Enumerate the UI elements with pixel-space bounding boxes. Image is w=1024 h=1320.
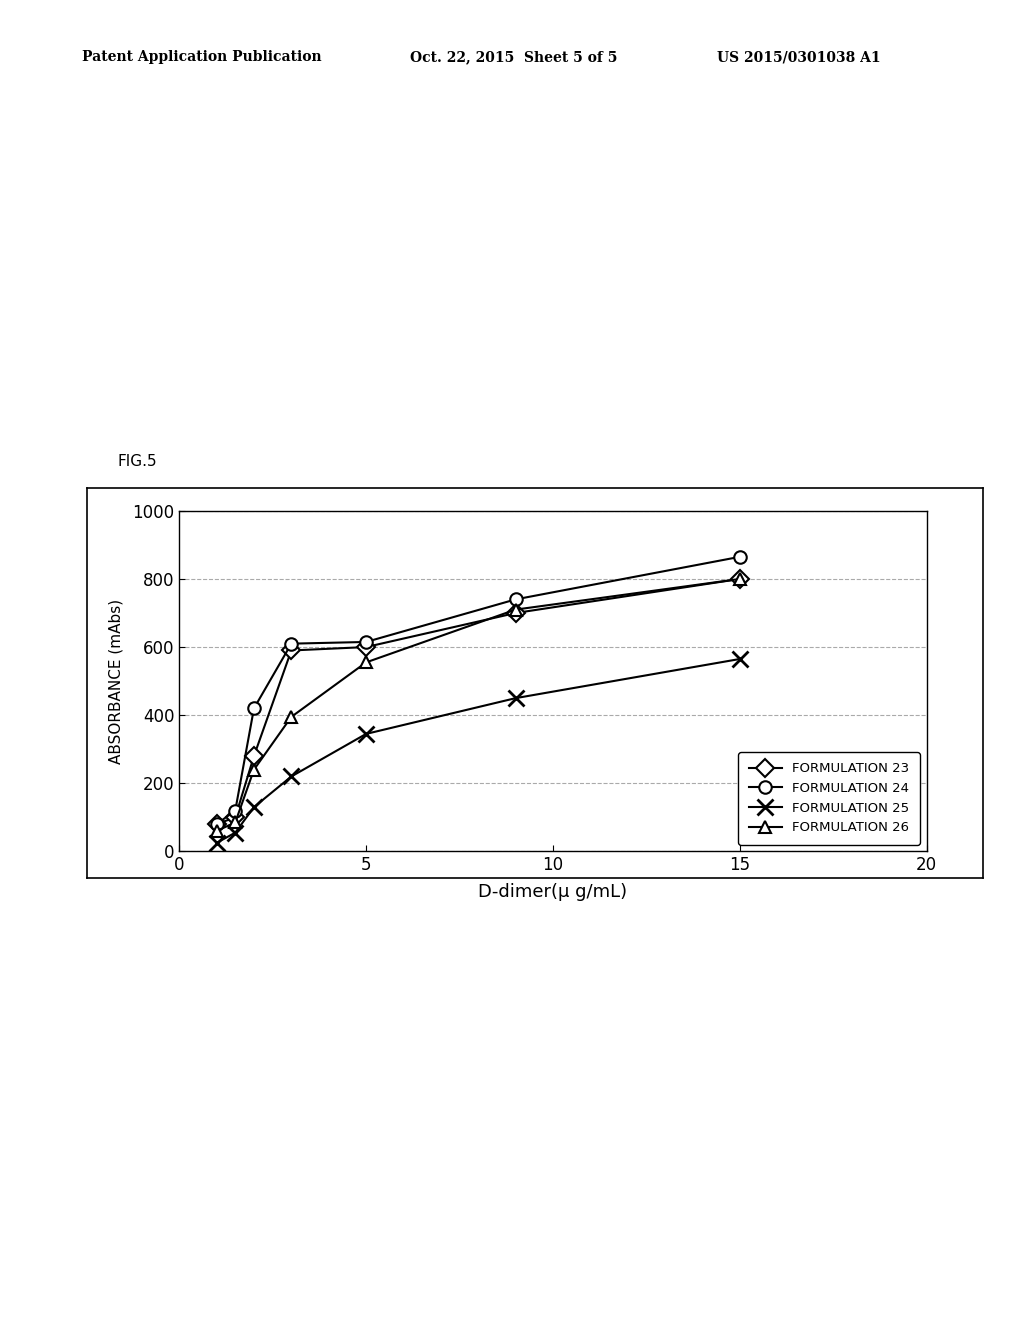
Legend: FORMULATION 23, FORMULATION 24, FORMULATION 25, FORMULATION 26: FORMULATION 23, FORMULATION 24, FORMULAT… [738,752,921,845]
Y-axis label: ABSORBANCE (mAbs): ABSORBANCE (mAbs) [109,598,124,764]
Text: FIG.5: FIG.5 [118,454,158,469]
Text: Oct. 22, 2015  Sheet 5 of 5: Oct. 22, 2015 Sheet 5 of 5 [410,50,617,65]
Text: US 2015/0301038 A1: US 2015/0301038 A1 [717,50,881,65]
X-axis label: D-dimer(μ g/mL): D-dimer(μ g/mL) [478,883,628,900]
Text: Patent Application Publication: Patent Application Publication [82,50,322,65]
